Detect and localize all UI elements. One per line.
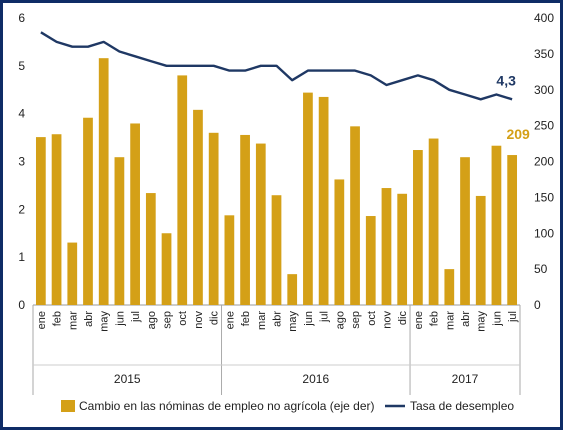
bar-9	[177, 75, 188, 306]
bar-13	[240, 134, 250, 305]
month-label: mar	[67, 311, 79, 330]
bar-29	[491, 145, 502, 305]
bar-15	[271, 195, 282, 305]
right-tick-label: 200	[534, 155, 554, 169]
left-tick-label: 4	[18, 107, 25, 121]
bar-23	[397, 193, 408, 305]
right-tick-label: 0	[534, 298, 541, 312]
bar-26	[444, 269, 455, 305]
month-label: jul	[507, 311, 519, 323]
month-label: abr	[272, 311, 284, 327]
left-tick-label: 1	[18, 250, 25, 264]
left-tick-label: 5	[18, 59, 25, 73]
right-tick-label: 300	[534, 83, 554, 97]
legend-bar-swatch	[61, 400, 75, 412]
bar-25	[428, 138, 439, 305]
month-label: feb	[240, 311, 252, 326]
month-label: nov	[193, 311, 205, 329]
bar-0	[35, 137, 46, 305]
bar-19	[334, 179, 345, 305]
bar-12	[224, 215, 235, 305]
bar-10	[193, 109, 203, 305]
bar-5	[114, 157, 125, 305]
bar-21	[365, 216, 376, 305]
unemployment-line	[40, 31, 513, 101]
month-label: sep	[162, 311, 174, 329]
left-tick-label: 3	[18, 155, 25, 169]
month-label: jun	[303, 311, 315, 327]
bar-3	[83, 117, 93, 305]
left-tick-label: 6	[18, 11, 25, 25]
right-tick-label: 100	[534, 226, 554, 240]
right-tick-label: 150	[534, 190, 554, 204]
bar-22	[381, 188, 392, 305]
bar-2	[67, 242, 78, 305]
bar-6	[130, 123, 140, 305]
legend-line-label: Tasa de desempleo	[410, 399, 514, 413]
month-label: oct	[366, 311, 378, 326]
month-label: feb	[429, 311, 441, 326]
bar-16	[287, 274, 298, 305]
bar-1	[51, 134, 62, 305]
month-label: ago	[146, 311, 158, 329]
month-label: may	[476, 311, 488, 332]
left-tick-label: 2	[18, 202, 25, 216]
month-label: feb	[52, 311, 64, 326]
month-label: ago	[334, 311, 346, 329]
year-label: 2017	[452, 372, 479, 386]
left-tick-label: 0	[18, 298, 25, 312]
bar-11	[208, 132, 219, 305]
bar-7	[145, 193, 156, 305]
month-label: abr	[460, 311, 472, 327]
bar-24	[413, 150, 423, 305]
right-tick-label: 400	[534, 11, 554, 25]
month-label: sep	[350, 311, 362, 329]
bar-30	[507, 155, 518, 305]
month-label: dic	[397, 311, 409, 326]
month-label: mar	[256, 311, 268, 330]
bar-8	[161, 233, 172, 305]
year-label: 2015	[114, 372, 141, 386]
bar-28	[475, 195, 486, 305]
bar-17	[303, 92, 313, 306]
bar-20	[350, 126, 360, 305]
line-last-annotation: 4,3	[496, 72, 516, 88]
year-label: 2016	[302, 372, 329, 386]
month-label: jul	[130, 311, 142, 323]
right-tick-label: 50	[534, 262, 548, 276]
bar-27	[460, 157, 470, 305]
month-label: jul	[319, 311, 331, 323]
bar-18	[318, 96, 329, 305]
month-label: ene	[413, 311, 425, 329]
right-tick-label: 250	[534, 119, 554, 133]
month-label: may	[99, 311, 111, 332]
month-label: ene	[36, 311, 48, 329]
right-tick-label: 350	[534, 47, 554, 61]
bar-14	[255, 143, 266, 305]
month-label: jun	[114, 311, 126, 327]
month-label: mar	[444, 311, 456, 330]
bar-last-annotation: 209	[506, 126, 530, 142]
legend-bar-label: Cambio en las nóminas de empleo no agríc…	[79, 399, 375, 413]
month-label: may	[287, 311, 299, 332]
month-label: ene	[224, 311, 236, 329]
bar-4	[98, 58, 109, 306]
month-label: jun	[491, 311, 503, 327]
month-label: oct	[177, 311, 189, 326]
month-label: dic	[209, 311, 221, 326]
month-label: nov	[381, 311, 393, 329]
month-label: abr	[83, 311, 95, 327]
